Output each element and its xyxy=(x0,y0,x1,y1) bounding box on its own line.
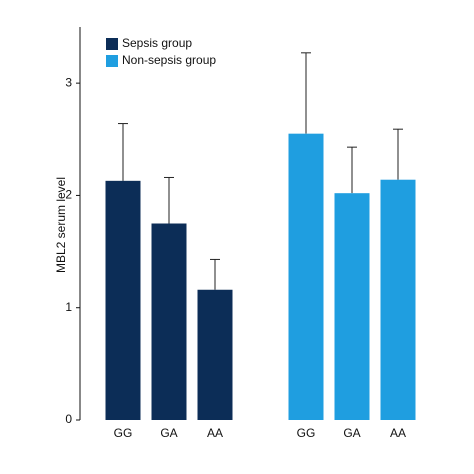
legend-label: Sepsis group xyxy=(122,36,192,50)
bar xyxy=(151,223,187,420)
y-tick-label: 1 xyxy=(65,300,72,314)
y-tick-label: 0 xyxy=(65,412,72,426)
bar xyxy=(380,179,416,420)
x-tick-label: GG xyxy=(114,426,133,440)
x-tick-label: GA xyxy=(160,426,177,440)
y-tick-label: 3 xyxy=(65,75,72,89)
x-tick-label: GA xyxy=(343,426,360,440)
bar xyxy=(105,180,141,420)
y-axis-label: MBL2 serum level xyxy=(54,177,68,273)
y-tick-label: 2 xyxy=(65,188,72,202)
legend-label: Non-sepsis group xyxy=(122,53,216,67)
x-tick-label: AA xyxy=(390,426,406,440)
bar xyxy=(334,193,370,420)
bar xyxy=(288,133,324,420)
x-tick-label: GG xyxy=(297,426,316,440)
bar xyxy=(197,289,233,420)
legend-swatch xyxy=(106,55,118,67)
legend-swatch xyxy=(106,38,118,50)
x-tick-label: AA xyxy=(207,426,223,440)
